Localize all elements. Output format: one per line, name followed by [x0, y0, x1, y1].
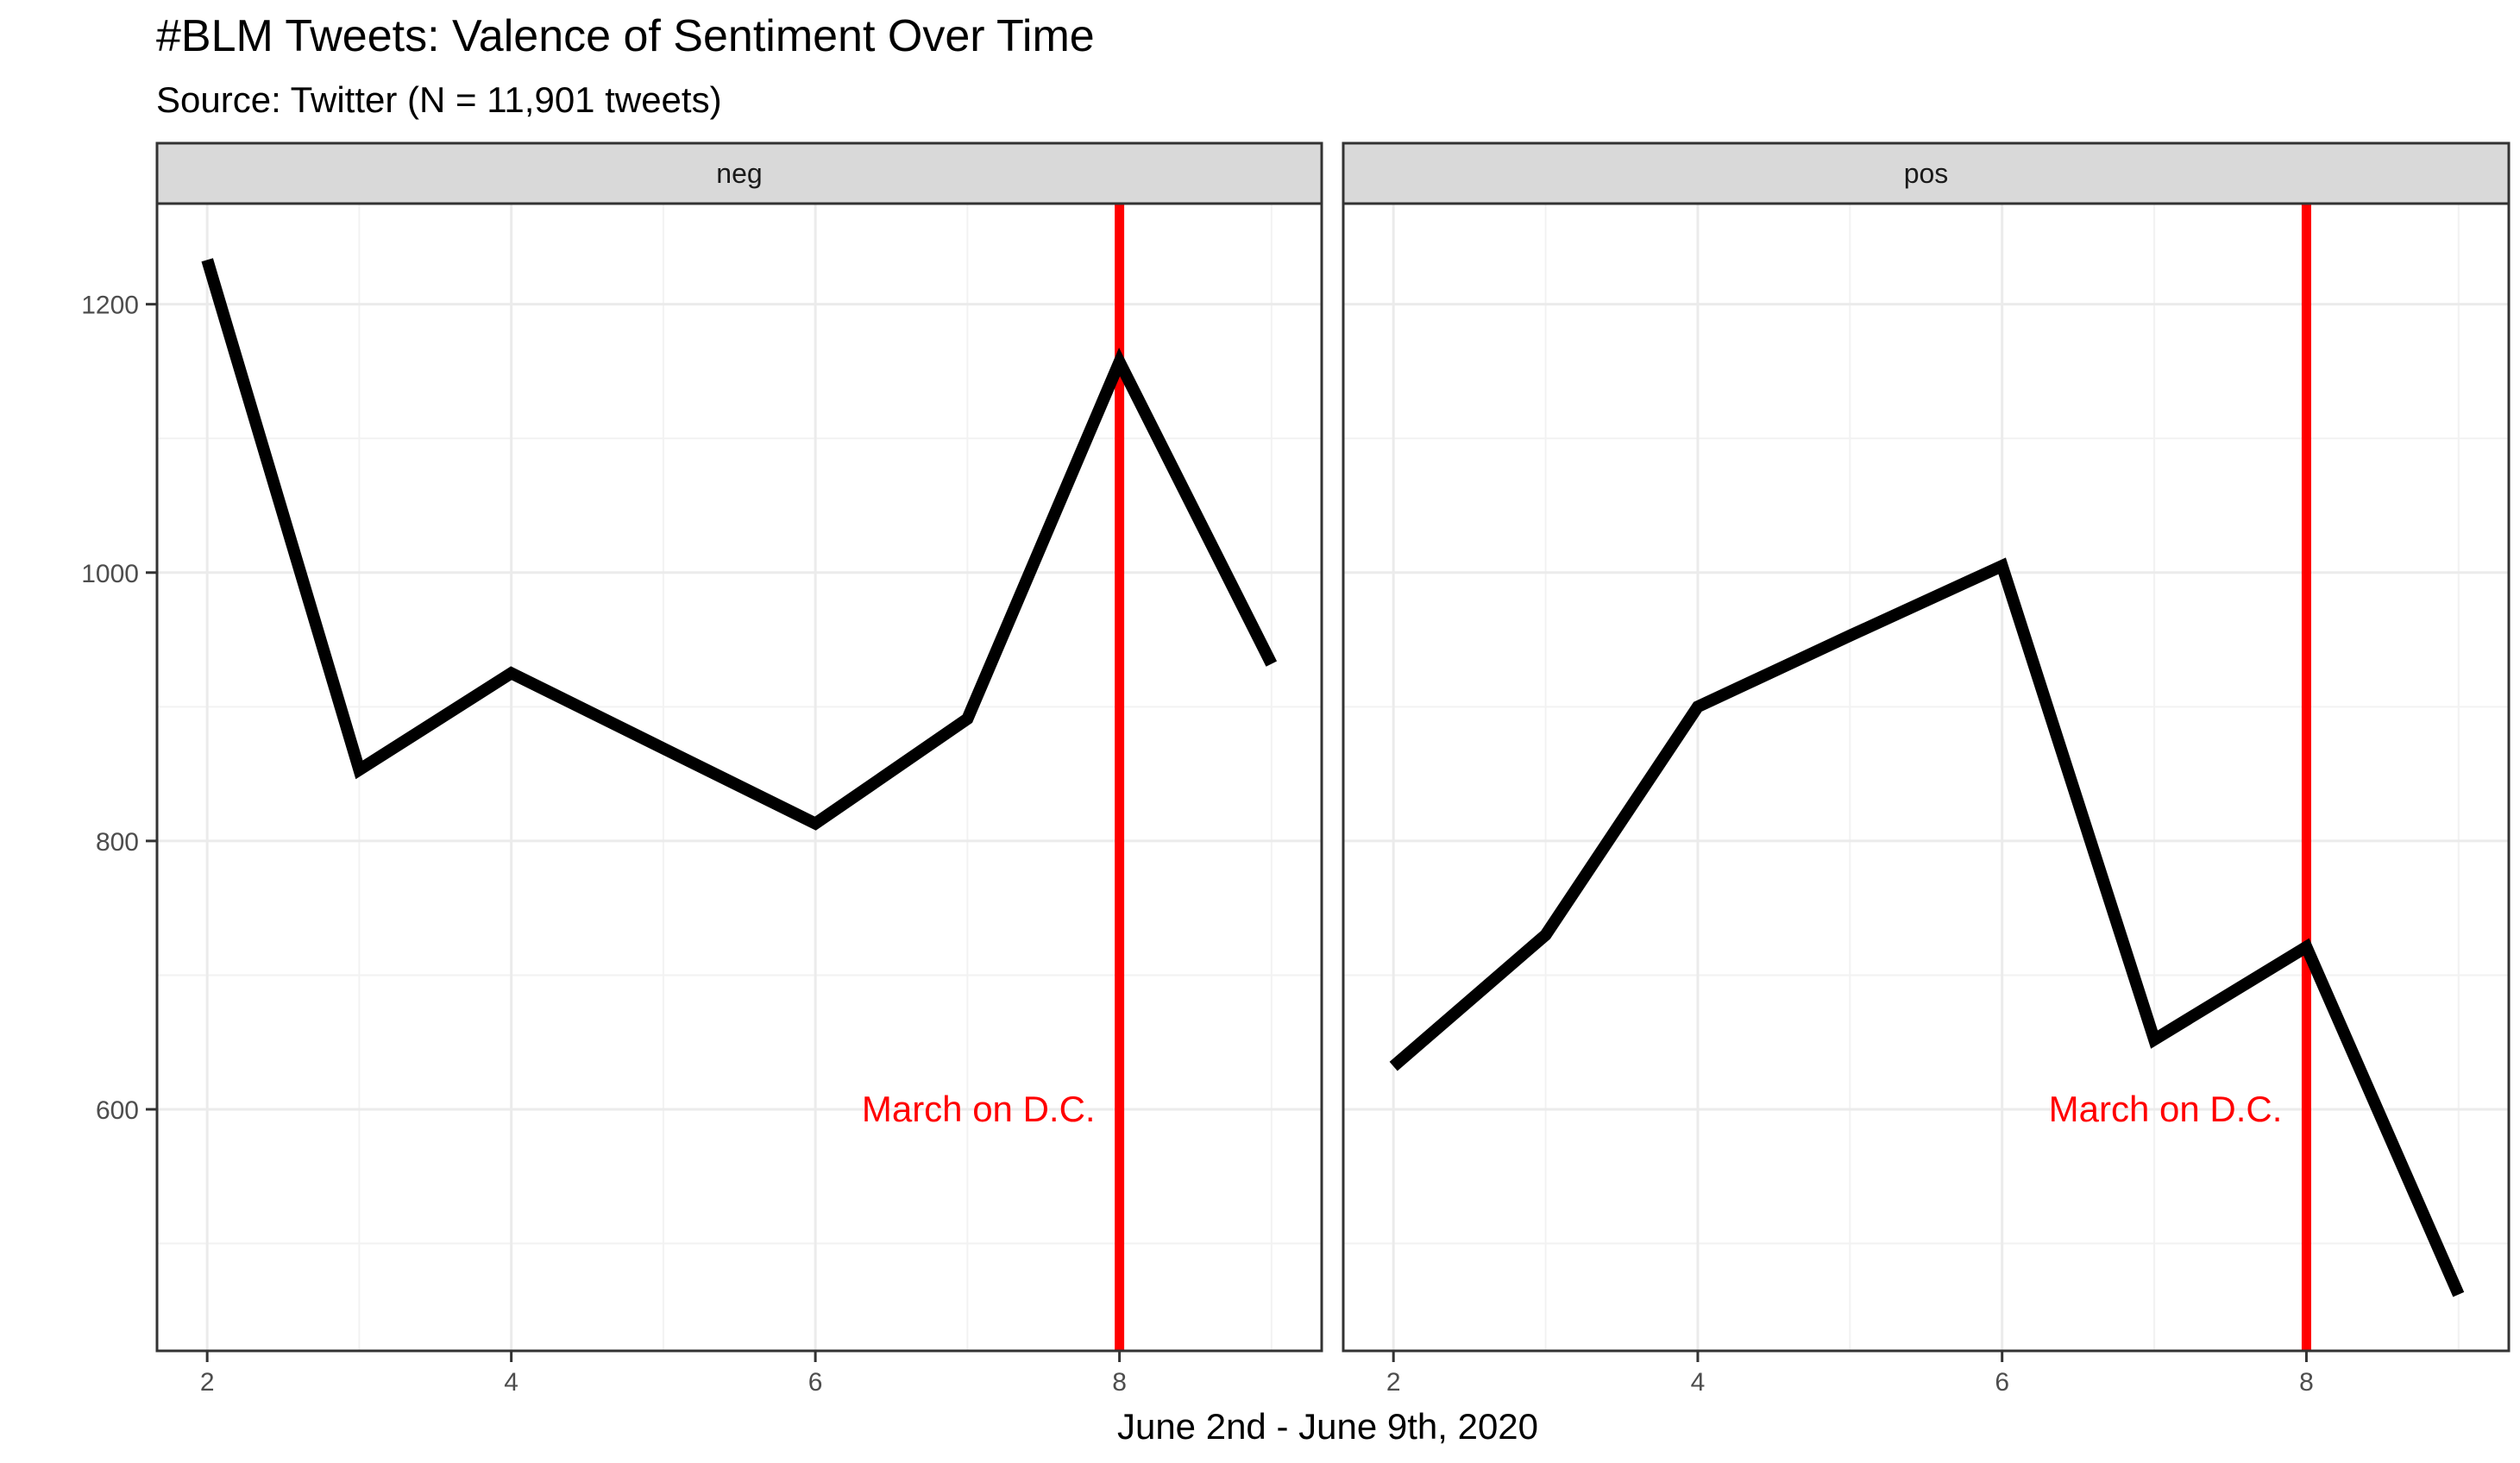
data-point [2305, 946, 2307, 948]
data-point [2153, 1039, 2155, 1040]
facet-panel-neg: March on D.C. neg 2 4 6 8 600 800 1000 1200 [81, 141, 1323, 1397]
y-tick-label: 1200 [81, 292, 139, 320]
data-point [511, 672, 512, 674]
x-axis-label: June 2nd - June 9th, 2020 [1117, 1406, 1538, 1447]
data-point [2002, 565, 2003, 567]
data-point [1271, 663, 1273, 665]
facet-strip [155, 141, 1323, 205]
x-tick-label: 4 [504, 1368, 518, 1397]
y-tick-label: 800 [96, 828, 139, 857]
facet-strip [1342, 141, 2511, 205]
x-tick-label: 2 [200, 1368, 215, 1397]
x-tick-label: 8 [1112, 1368, 1127, 1397]
plot-background [1343, 204, 2509, 1351]
data-point [1697, 706, 1699, 707]
y-tick-label: 600 [96, 1096, 139, 1125]
x-tick-label: 6 [808, 1368, 823, 1397]
data-point [358, 769, 360, 770]
chart-subtitle: Source: Twitter (N = 11,901 tweets) [156, 79, 722, 120]
x-tick-label: 6 [1995, 1368, 2009, 1397]
annotation-label: March on D.C. [2049, 1089, 2283, 1129]
series-line-neg [201, 258, 1278, 831]
y-tick-label: 1000 [81, 560, 139, 588]
data-point [663, 748, 664, 750]
series-line-pos [1389, 557, 2465, 1297]
facet-strip-label: neg [716, 158, 762, 189]
data-point [814, 823, 816, 825]
data-point [1392, 1065, 1394, 1067]
x-tick-label: 4 [1691, 1368, 1706, 1397]
data-point [2458, 1294, 2460, 1296]
plot-background [157, 204, 1322, 1351]
data-point [206, 259, 208, 261]
chart-title: #BLM Tweets: Valence of Sentiment Over T… [156, 11, 1095, 61]
x-tick-label: 8 [2299, 1368, 2314, 1397]
x-tick-label: 2 [1386, 1368, 1401, 1397]
data-point [1119, 361, 1121, 363]
facet-strip-label: pos [1904, 158, 1949, 189]
data-point [966, 718, 968, 719]
data-point [1849, 635, 1851, 637]
data-point [1545, 934, 1547, 936]
facet-panel-pos: March on D.C. pos 2 4 6 8 [1342, 141, 2511, 1397]
annotation-label: March on D.C. [862, 1089, 1096, 1129]
